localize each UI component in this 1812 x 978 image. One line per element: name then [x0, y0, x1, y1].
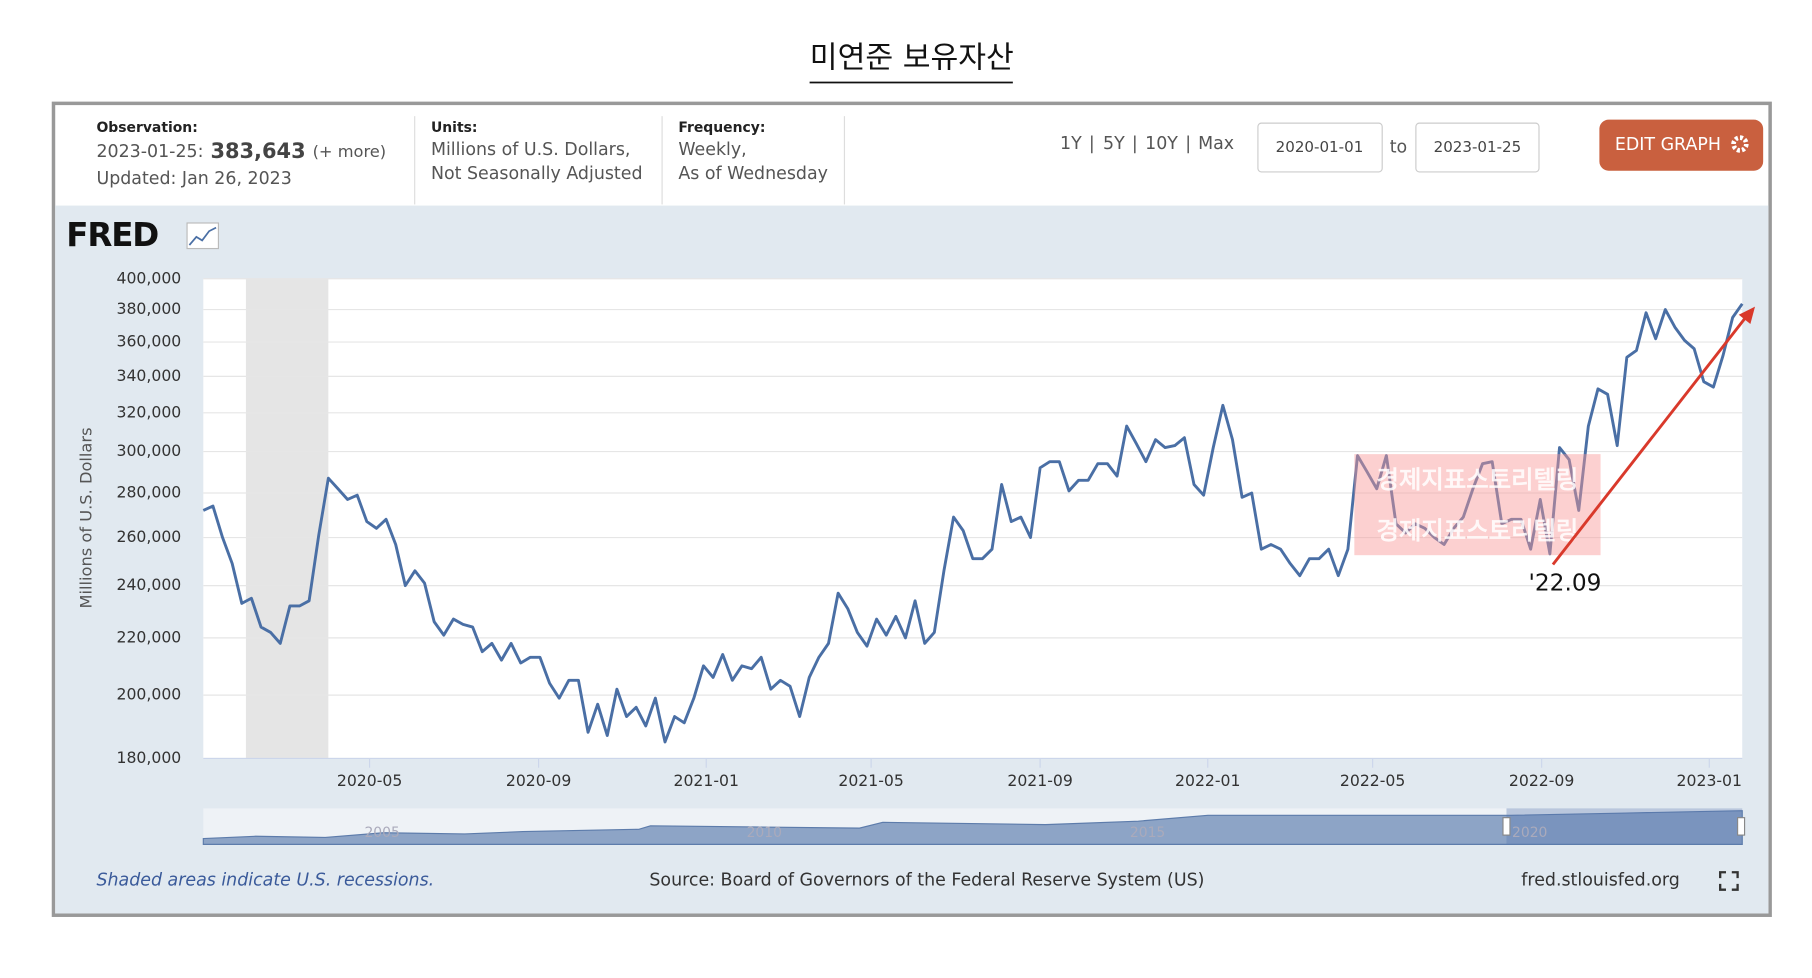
y-tick-label: 240,000	[116, 575, 181, 594]
y-tick-label: 320,000	[116, 402, 181, 421]
more-link[interactable]: (+ more)	[313, 142, 387, 161]
edit-graph-label: EDIT GRAPH	[1615, 135, 1721, 155]
annotation-arrowhead	[1738, 306, 1756, 325]
y-tick-label: 360,000	[116, 332, 181, 351]
updated: Updated: Jan 26, 2023	[96, 169, 291, 189]
x-tick-label: 2022-05	[1340, 771, 1405, 790]
data-line	[202, 302, 1744, 744]
navigator-area	[202, 810, 1743, 845]
x-tick-label: 2022-09	[1509, 771, 1574, 790]
navigator-handle[interactable]	[1502, 817, 1511, 836]
units-label: Units:	[431, 120, 478, 136]
y-tick-label: 180,000	[116, 748, 181, 767]
y-tick-label: 380,000	[116, 299, 181, 318]
separator: |	[1132, 134, 1138, 154]
y-tick-label: 220,000	[116, 627, 181, 646]
y-tick-label: 340,000	[116, 366, 181, 385]
y-axis-label: Millions of U.S. Dollars	[77, 427, 96, 608]
x-tick-label: 2021-01	[674, 771, 739, 790]
annotation-arrow	[1551, 315, 1749, 566]
start-date-input[interactable]	[1257, 122, 1383, 173]
recession-note: Shaded areas indicate U.S. recessions.	[96, 870, 434, 890]
range-button[interactable]: 10Y	[1145, 134, 1178, 154]
logo-icon	[186, 222, 219, 250]
edit-graph-button[interactable]	[1599, 119, 1764, 171]
start-date: 2020-01-01	[1276, 138, 1364, 156]
recession-shading	[245, 278, 329, 759]
y-tick-label: 400,000	[116, 268, 181, 287]
end-date: 2023-01-25	[1434, 138, 1522, 156]
plot: 180,000 200,000 220,000 240,000 260,000 280,0…	[77, 268, 1744, 790]
frequency: As of Wednesday	[678, 164, 828, 184]
frequency: Weekly,	[678, 140, 746, 160]
page-title: 미연준 보유자산	[810, 41, 1014, 76]
range-button[interactable]: Max	[1198, 134, 1234, 154]
x-tick-label: 2021-05	[838, 771, 903, 790]
units: Millions of U.S. Dollars,	[431, 140, 631, 160]
navigator-label: 2005	[364, 825, 399, 841]
observation-date: 2023-01-25:	[96, 142, 203, 162]
x-tick-label: 2020-09	[506, 771, 571, 790]
x-tick-label: 2020-05	[337, 771, 402, 790]
y-tick-label: 280,000	[116, 483, 181, 502]
frequency-label: Frequency:	[678, 120, 765, 136]
observation-label: Observation:	[96, 120, 197, 136]
annotation: '22.09	[1529, 570, 1602, 597]
y-tick-label: 300,000	[116, 441, 181, 460]
y-tick-label: 200,000	[116, 685, 181, 704]
watermark: 경제지표스토리텔링	[1377, 465, 1579, 494]
x-tick-label: 2023-01	[1677, 771, 1742, 790]
range-button[interactable]: 1Y	[1060, 134, 1082, 154]
gear-icon	[1731, 135, 1749, 153]
navigator-label: 2015	[1130, 825, 1165, 841]
x-tick-label: 2022-01	[1175, 771, 1240, 790]
source: Source: Board of Governors of the Federa…	[649, 870, 1204, 890]
site-link[interactable]: fred.stlouisfed.org	[1521, 870, 1679, 890]
end-date-input[interactable]	[1415, 122, 1540, 173]
y-tick-label: 260,000	[116, 527, 181, 546]
x-tick-label: 2021-09	[1007, 771, 1072, 790]
to-label: to	[1390, 138, 1407, 158]
navigator-label: 2020	[1512, 825, 1547, 841]
separator: |	[1089, 134, 1095, 154]
navigator-handle[interactable]	[1737, 817, 1746, 836]
navigator-label: 2010	[747, 825, 782, 841]
observation: 2023-01-25: 383,643 (+ more)	[96, 139, 386, 163]
watermark-box	[1354, 454, 1601, 556]
fullscreen-icon[interactable]	[1719, 871, 1739, 891]
units: Not Seasonally Adjusted	[431, 164, 643, 184]
fred-logo: FRED	[66, 216, 158, 254]
logo-icon-line	[188, 226, 217, 246]
navigator-selection[interactable]	[1506, 808, 1743, 845]
observation-value: 383,643	[210, 139, 305, 163]
watermark: 경제지표스토리텔링	[1377, 516, 1579, 545]
separator: |	[1185, 134, 1191, 154]
range-button[interactable]: 5Y	[1103, 134, 1125, 154]
plot-area	[203, 278, 1743, 759]
